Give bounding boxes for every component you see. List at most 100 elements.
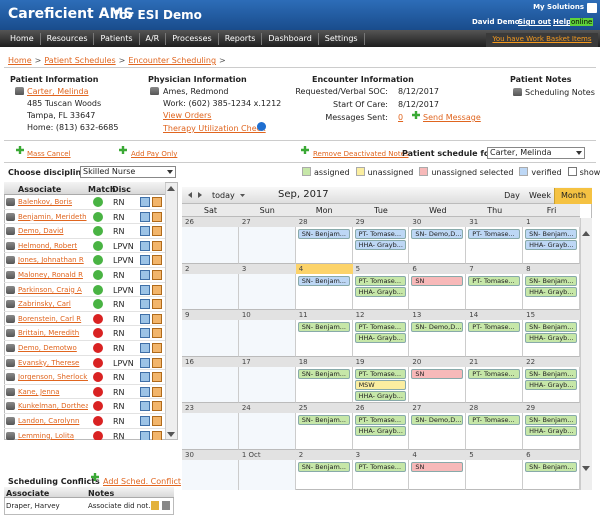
table-row[interactable]: Benjamin, Merideth RN xyxy=(4,210,165,225)
event[interactable]: HHA- Grayb... xyxy=(525,379,577,390)
schedule-icon[interactable] xyxy=(140,343,150,353)
event[interactable]: SN xyxy=(411,368,464,379)
day-cell[interactable]: 21 PT- Tomase... xyxy=(466,356,524,403)
schedule-icon[interactable] xyxy=(140,226,150,237)
associate-name[interactable]: Kunkelman, Dorthea xyxy=(18,402,88,411)
schedule-icon[interactable] xyxy=(152,401,162,412)
associate-name[interactable]: Lemming, Lolita xyxy=(18,431,74,440)
table-row[interactable]: Balenkov, Boris RN xyxy=(4,195,165,210)
day-cell[interactable]: 2 SN- Benjam... xyxy=(295,449,353,490)
associate-name[interactable]: Kane, Jenna xyxy=(18,387,60,396)
view-orders[interactable]: View Orders xyxy=(163,111,212,120)
table-row[interactable]: Lemming, Lolita RN xyxy=(4,429,165,440)
schedule-icon[interactable] xyxy=(152,197,162,207)
event[interactable]: SN- Benjam... xyxy=(525,229,577,239)
event[interactable]: MSW xyxy=(354,379,407,390)
day-cell[interactable]: 9 xyxy=(182,310,239,357)
table-row[interactable]: Brittain, Meredith RN xyxy=(4,326,165,341)
my-solutions[interactable]: My Solutions xyxy=(533,3,584,11)
schedule-icon[interactable] xyxy=(152,313,162,324)
associate-name[interactable]: Brittain, Meredith xyxy=(18,329,80,338)
breadcrumb-link[interactable]: Encounter Scheduling xyxy=(128,56,217,65)
schedule-icon[interactable] xyxy=(140,197,150,207)
event[interactable]: SN- Demo,D... xyxy=(411,229,464,239)
day-cell[interactable]: 24 xyxy=(238,403,296,450)
nav-item[interactable]: A/R xyxy=(140,33,167,45)
day-cell[interactable]: 30 xyxy=(182,449,239,490)
schedule-icon[interactable] xyxy=(140,240,150,251)
day-cell[interactable]: 12 PT- Tomase... HHA- Grayb... xyxy=(352,310,410,357)
event[interactable]: SN- Demo,D... xyxy=(411,415,464,425)
schedule-icon[interactable] xyxy=(140,401,150,412)
event[interactable]: HHA- Grayb... xyxy=(525,240,577,250)
associate-name[interactable]: Demo, Demotwo xyxy=(18,344,77,352)
table-row[interactable]: Borenstein, Carl R RN xyxy=(4,312,165,327)
associate-name[interactable]: Jones, Johnathan R xyxy=(18,256,84,265)
message-count[interactable]: 0 xyxy=(398,113,404,122)
associate-name[interactable]: Maloney, Ronald R xyxy=(18,271,83,279)
today-button[interactable]: today xyxy=(212,191,235,200)
event[interactable]: PT- Tomase... xyxy=(354,275,407,286)
day-cell[interactable]: 1 SN- Benjam... HHA- Grayb... xyxy=(523,217,580,264)
day-cell[interactable]: 3 xyxy=(238,263,296,310)
table-row[interactable]: Maloney, Ronald R RN xyxy=(4,268,165,283)
event[interactable]: SN- Benjam... xyxy=(525,368,577,379)
day-cell[interactable]: 20 SN xyxy=(409,356,467,403)
delete-icon[interactable] xyxy=(162,501,170,510)
schedule-icon[interactable] xyxy=(140,255,150,266)
nav-item[interactable]: Settings xyxy=(319,33,365,45)
schedule-icon[interactable] xyxy=(140,284,150,295)
event[interactable]: HHA- Grayb... xyxy=(354,286,407,297)
associate-name[interactable]: Borenstein, Carl R xyxy=(18,314,82,323)
add-pay-only[interactable]: Add Pay Only xyxy=(131,150,178,158)
day-cell[interactable]: 4 SN xyxy=(409,449,467,490)
day-cell[interactable]: 23 xyxy=(182,403,239,450)
table-row[interactable]: Demo, David RN xyxy=(4,224,165,239)
event[interactable]: SN- Benjam... xyxy=(525,322,577,332)
day-cell[interactable]: 27 xyxy=(238,217,296,264)
day-cell[interactable]: 3 PT- Tomase... xyxy=(352,449,410,490)
edit-icon[interactable] xyxy=(151,501,159,510)
mass-cancel[interactable]: Mass Cancel xyxy=(27,150,71,158)
event[interactable]: SN- Benjam... xyxy=(297,322,350,332)
associate-name[interactable]: Balenkov, Boris xyxy=(18,198,73,206)
event[interactable]: PT- Tomase... xyxy=(468,275,521,286)
day-cell[interactable]: 28 PT- Tomase... xyxy=(466,403,524,450)
associate-name[interactable]: Helmond, Robert xyxy=(18,241,78,250)
day-cell[interactable]: 11 SN- Benjam... xyxy=(295,310,353,357)
event[interactable]: PT- Tomase... xyxy=(354,229,407,239)
event[interactable]: SN- Benjam... xyxy=(297,229,350,239)
event[interactable]: HHA- Grayb... xyxy=(354,240,407,250)
breadcrumb-link[interactable]: Home xyxy=(8,56,32,65)
event[interactable]: PT- Tomase... xyxy=(468,229,521,239)
event[interactable]: SN- Benjam... xyxy=(525,275,577,286)
table-row[interactable]: Parkinson, Craig A LPVN xyxy=(4,283,165,298)
table-row[interactable]: Kane, Jenna RN xyxy=(4,385,165,400)
day-cell[interactable]: 1 Oct xyxy=(238,449,296,490)
prev[interactable] xyxy=(188,192,192,198)
event[interactable]: PT- Tomase... xyxy=(354,322,407,332)
table-row[interactable]: Helmond, Robert LPVN xyxy=(4,239,165,254)
event[interactable]: PT- Tomase... xyxy=(354,461,407,472)
associate-name[interactable]: Demo, David xyxy=(18,227,64,236)
schedule-icon[interactable] xyxy=(140,328,150,339)
associate-name[interactable]: Benjamin, Merideth xyxy=(18,212,87,221)
scheduling-notes[interactable]: Scheduling Notes xyxy=(525,88,595,97)
schedule-icon[interactable] xyxy=(140,416,150,426)
schedule-icon[interactable] xyxy=(152,211,162,222)
day-cell[interactable]: 8 SN- Benjam... HHA- Grayb... xyxy=(523,263,580,310)
event[interactable]: SN- Benjam... xyxy=(525,415,577,425)
nav-item[interactable]: Patients xyxy=(94,33,140,45)
day-cell[interactable]: 4 SN- Benjam... xyxy=(295,263,353,310)
checkbox[interactable] xyxy=(567,167,577,176)
add-conflict[interactable]: Add Sched. Conflict xyxy=(103,477,182,486)
table-row[interactable]: Evansky, Therese LPVN xyxy=(4,356,165,371)
schedule-icon[interactable] xyxy=(140,357,150,368)
schedule-icon[interactable] xyxy=(152,328,162,339)
event[interactable]: SN- Benjam... xyxy=(297,275,350,286)
day-cell[interactable]: 27 SN- Demo,D... xyxy=(409,403,467,450)
day-cell[interactable]: 22 SN- Benjam... HHA- Grayb... xyxy=(523,356,580,403)
schedule-icon[interactable] xyxy=(152,240,162,251)
day-cell[interactable]: 6 SN- Benjam... xyxy=(523,449,580,490)
event[interactable]: HHA- Grayb... xyxy=(354,390,407,401)
